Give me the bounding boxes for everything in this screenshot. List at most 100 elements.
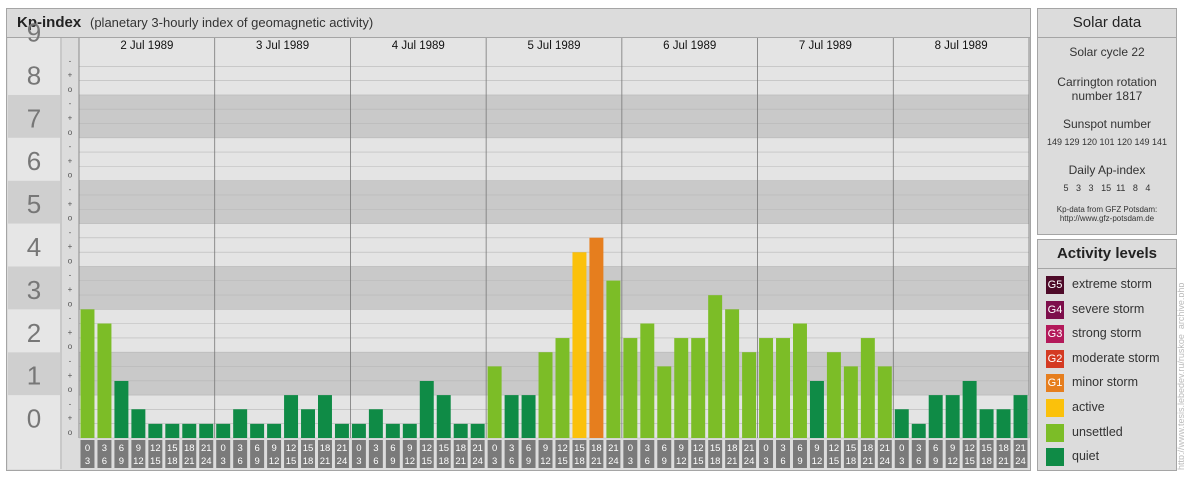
date-header-row — [79, 38, 1029, 52]
hour-cell — [351, 440, 366, 468]
hour-start-label: 21 — [880, 443, 891, 454]
hour-end-label: 3 — [492, 456, 497, 467]
hour-start-label: 15 — [303, 443, 314, 454]
hour-end-label: 6 — [645, 456, 650, 467]
source-credit: http://www.tesis.lebedev.ru/ruskoe_archi… — [1176, 282, 1184, 470]
activity-level-swatch: G5 — [1046, 276, 1064, 294]
hour-cell — [301, 440, 315, 468]
y-tick-label: 9 — [27, 18, 41, 48]
hour-start-label: 18 — [591, 443, 602, 454]
activity-level-label: minor storm — [1072, 375, 1138, 390]
kp-bar — [334, 423, 349, 438]
y-axis-band — [8, 180, 60, 224]
kp-band — [79, 52, 1029, 95]
hour-cell — [894, 440, 909, 468]
kp-bar — [165, 423, 180, 438]
hour-cell — [385, 440, 400, 468]
hour-start-label: 0 — [899, 443, 904, 454]
source-line-2: http://www.gfz-potsdam.de — [1059, 214, 1155, 223]
kp-bar — [402, 423, 417, 438]
hour-start-label: 21 — [608, 443, 619, 454]
hour-cell — [538, 440, 553, 468]
hour-end-label: 18 — [846, 456, 857, 467]
kp-bar — [640, 323, 655, 438]
hour-end-label: 24 — [880, 456, 891, 467]
kp-bar — [742, 352, 757, 438]
sunspot-values: 149 129 120 101 120 149 141 — [1046, 137, 1168, 147]
y-minor-tick: + — [68, 242, 73, 251]
y-minor-tick: - — [69, 314, 72, 323]
hour-start-label: 15 — [981, 443, 992, 454]
kp-bar — [131, 409, 146, 438]
hour-cell — [199, 440, 214, 468]
kp-bar — [623, 338, 638, 438]
hour-end-label: 6 — [238, 456, 243, 467]
kp-bar — [301, 409, 315, 438]
hour-end-label: 12 — [812, 456, 823, 467]
y-minor-tick: - — [69, 142, 72, 151]
y-axis-band — [8, 266, 60, 310]
hour-cell — [962, 440, 977, 468]
activity-level-swatch — [1046, 448, 1064, 467]
hour-start-label: 9 — [136, 443, 141, 454]
hour-end-label: 12 — [947, 456, 958, 467]
kp-bar — [284, 395, 299, 438]
hour-cell — [182, 440, 197, 468]
hour-end-label: 3 — [899, 456, 904, 467]
hour-start-label: 12 — [150, 443, 161, 454]
hour-start-label: 0 — [221, 443, 226, 454]
kp-bar — [843, 366, 858, 438]
kp-bar — [182, 423, 197, 438]
hour-end-label: 3 — [628, 456, 633, 467]
hour-start-label: 18 — [455, 443, 466, 454]
y-tick-label: 1 — [27, 361, 41, 391]
hour-end-label: 9 — [254, 456, 259, 467]
hour-start-label: 18 — [863, 443, 874, 454]
hour-cell — [725, 440, 740, 468]
day-label: 3 Jul 1989 — [256, 40, 309, 52]
hour-end-label: 12 — [269, 456, 280, 467]
hour-end-label: 6 — [780, 456, 785, 467]
hour-start-label: 18 — [998, 443, 1009, 454]
kp-band — [79, 94, 1029, 138]
hour-end-label: 15 — [150, 456, 161, 467]
hour-start-label: 3 — [238, 443, 243, 454]
kp-bar — [860, 338, 875, 438]
hour-cell — [521, 440, 536, 468]
hour-start-label: 12 — [421, 443, 432, 454]
hour-start-label: 6 — [254, 443, 259, 454]
hour-start-label: 3 — [102, 443, 107, 454]
kp-bar — [589, 237, 604, 438]
y-minor-tick: + — [68, 199, 73, 208]
hour-start-label: 21 — [472, 443, 483, 454]
y-minor-tick: o — [68, 85, 73, 94]
hour-cell — [284, 440, 299, 468]
kp-bar — [759, 338, 774, 438]
hour-end-label: 21 — [591, 456, 602, 467]
y-axis-band — [8, 395, 60, 438]
hour-end-label: 21 — [320, 456, 331, 467]
y-minor-tick: + — [68, 113, 73, 122]
hour-cell — [657, 440, 672, 468]
kp-bar — [470, 423, 485, 438]
hour-end-label: 18 — [303, 456, 314, 467]
hour-end-label: 18 — [574, 456, 585, 467]
hour-end-label: 9 — [526, 456, 531, 467]
day-label: 7 Jul 1989 — [799, 40, 852, 52]
y-minor-tick: o — [68, 128, 73, 137]
hour-cell — [759, 440, 774, 468]
hour-end-label: 21 — [863, 456, 874, 467]
kp-band — [79, 180, 1029, 224]
hour-cell — [742, 440, 757, 468]
hour-cell — [911, 440, 926, 468]
hour-cell — [504, 440, 519, 468]
kp-bar — [351, 423, 366, 438]
hour-end-label: 24 — [608, 456, 619, 467]
hour-start-label: 3 — [780, 443, 785, 454]
hour-end-label: 9 — [119, 456, 124, 467]
kp-bar — [233, 409, 248, 438]
hour-start-label: 12 — [964, 443, 975, 454]
hour-start-label: 3 — [916, 443, 921, 454]
chart-header: Kp-index (planetary 3-hourly index of ge… — [7, 9, 1030, 38]
source-line-1: Kp-data from GFZ Potsdam: — [1056, 205, 1158, 214]
